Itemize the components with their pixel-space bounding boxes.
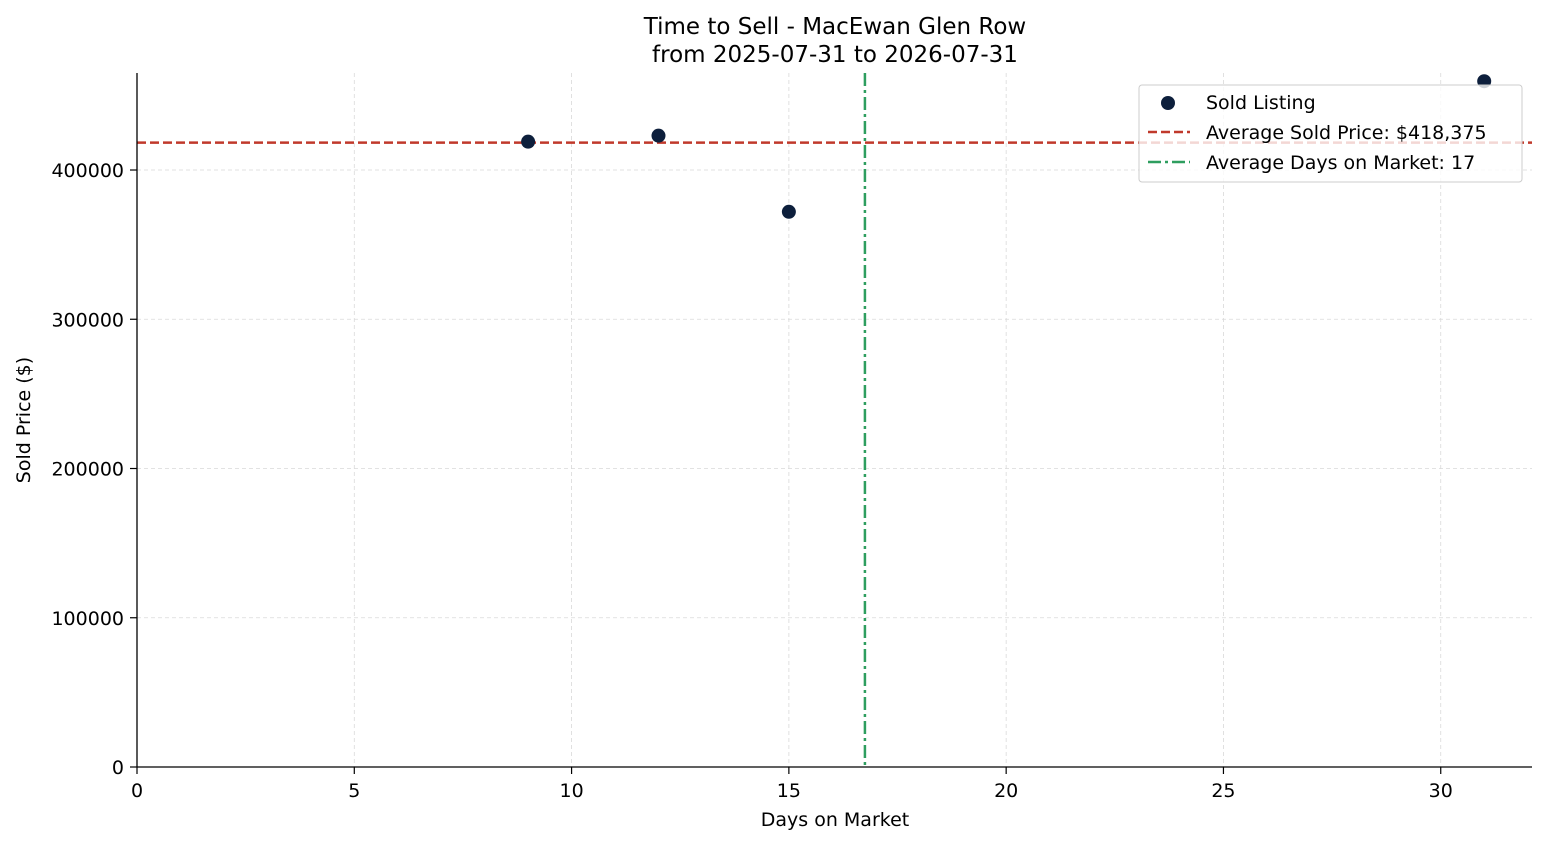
legend-label-average-price: Average Sold Price: $418,375 bbox=[1206, 122, 1487, 144]
chart-title: Time to Sell - MacEwan Glen Row bbox=[643, 14, 1026, 40]
data-point bbox=[651, 128, 666, 143]
y-ticks: 0 100000 200000 300000 400000 bbox=[51, 160, 137, 779]
legend-marker-sold-listing bbox=[1161, 96, 1175, 110]
y-tick-label: 300000 bbox=[51, 309, 124, 331]
x-tick-label: 25 bbox=[1211, 780, 1235, 802]
x-tick-label: 0 bbox=[131, 780, 143, 802]
x-ticks: 0 5 10 15 20 25 30 bbox=[131, 767, 1453, 802]
legend-box bbox=[1138, 84, 1523, 183]
x-tick-label: 15 bbox=[777, 780, 801, 802]
x-tick-label: 30 bbox=[1429, 780, 1453, 802]
y-tick-label: 400000 bbox=[51, 160, 124, 182]
x-tick-label: 5 bbox=[348, 780, 360, 802]
legend-label-average-days: Average Days on Market: 17 bbox=[1206, 152, 1475, 174]
y-tick-label: 100000 bbox=[51, 608, 124, 630]
grid bbox=[137, 73, 1532, 767]
x-tick-label: 10 bbox=[559, 780, 583, 802]
y-tick-label: 200000 bbox=[51, 459, 124, 481]
x-tick-label: 20 bbox=[994, 780, 1018, 802]
legend: Sold Listing Average Sold Price: $418,37… bbox=[1138, 84, 1523, 183]
legend-label-sold-listing: Sold Listing bbox=[1206, 92, 1316, 114]
y-axis-label: Sold Price ($) bbox=[13, 357, 35, 483]
data-point bbox=[781, 204, 796, 219]
y-tick-label: 0 bbox=[112, 757, 124, 779]
x-axis-label: Days on Market bbox=[761, 809, 909, 831]
chart-subtitle: from 2025-07-31 to 2026-07-31 bbox=[652, 42, 1018, 68]
data-point bbox=[521, 134, 536, 149]
